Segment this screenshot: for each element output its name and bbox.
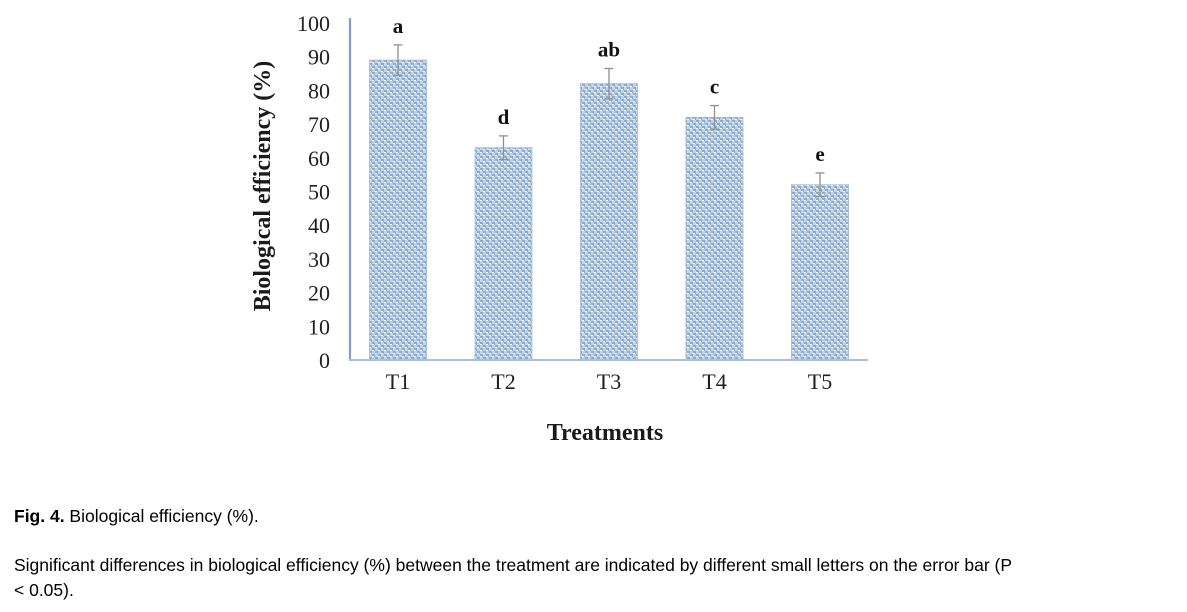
x-tick-label-T2: T2 (491, 369, 515, 394)
sig-letter-T2: d (498, 105, 510, 129)
figure-caption: Fig. 4. Biological efficiency (%). (14, 506, 259, 527)
figure-caption-label: Fig. 4. (14, 506, 65, 526)
bar-T4 (685, 116, 744, 361)
bar-chart: 0 10 20 30 40 50 60 70 80 90 100 a T1 d T2 ab T3 c T4 e T5 B… (250, 11, 868, 446)
figure-caption-title: Biological efficiency (%). (64, 506, 259, 526)
x-axis-title: Treatments (547, 420, 663, 446)
y-tick-label-90: 90 (308, 45, 330, 70)
sig-letter-T5: e (815, 142, 824, 166)
y-tick-label-30: 30 (308, 247, 330, 272)
y-tick-label-70: 70 (308, 112, 330, 137)
x-tick-label-T1: T1 (386, 369, 410, 394)
y-axis-title: Biological efficiency (%) (250, 61, 276, 312)
bar-T5 (791, 184, 849, 361)
y-tick-label-20: 20 (308, 281, 330, 306)
figure-note: Significant differences in biological ef… (14, 553, 1012, 603)
x-tick-label-T5: T5 (808, 369, 832, 394)
y-tick-label-0: 0 (319, 348, 330, 373)
figure-note-line2: < 0.05). (14, 580, 74, 600)
figure-note-line1: Significant differences in biological ef… (14, 555, 1013, 575)
sig-letter-T4: c (710, 75, 719, 99)
x-tick-label-T4: T4 (702, 369, 726, 394)
y-tick-label-10: 10 (308, 314, 330, 339)
sig-letter-T3: ab (598, 37, 620, 61)
sig-letter-T1: a (393, 14, 404, 38)
y-tick-label-80: 80 (308, 78, 330, 103)
y-tick-label-40: 40 (308, 213, 330, 238)
x-tick-label-T3: T3 (597, 369, 621, 394)
bar-T3 (580, 83, 638, 361)
bar-T2 (474, 147, 533, 361)
y-tick-label-50: 50 (308, 180, 330, 205)
y-tick-label-60: 60 (308, 146, 330, 171)
y-tick-label-100: 100 (297, 11, 330, 36)
bar-T1 (369, 59, 427, 361)
